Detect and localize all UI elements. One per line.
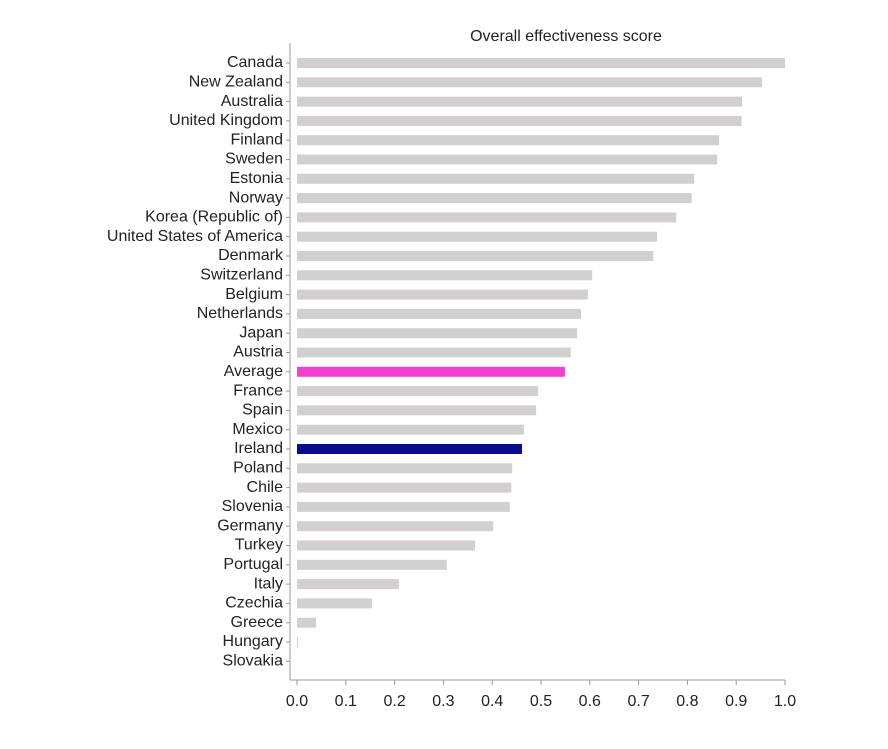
bar xyxy=(297,617,317,628)
bar xyxy=(297,135,720,146)
bar xyxy=(297,347,571,358)
x-tick-label: 0.0 xyxy=(286,693,308,710)
x-tick-label: 1.0 xyxy=(774,693,796,710)
bar xyxy=(297,115,742,126)
x-tick-label: 0.8 xyxy=(676,693,698,710)
y-tick-label: United States of America xyxy=(107,228,283,245)
y-tick-label: Spain xyxy=(242,402,283,419)
y-tick-label: Japan xyxy=(239,324,283,341)
y-tick-label: Austria xyxy=(233,344,283,361)
bar xyxy=(297,58,785,68)
bar xyxy=(297,328,578,339)
bar xyxy=(297,463,513,474)
bar xyxy=(297,540,476,551)
bar xyxy=(297,193,692,204)
bar xyxy=(297,482,512,493)
y-tick-label: Belgium xyxy=(225,286,283,303)
y-tick-label: Canada xyxy=(227,54,283,71)
bar xyxy=(297,405,537,416)
x-tick-label: 0.4 xyxy=(481,693,503,710)
y-tick-label: Mexico xyxy=(232,421,283,438)
y-tick-label: Portugal xyxy=(223,556,283,573)
y-tick-label: Chile xyxy=(247,479,284,496)
x-tick-label: 0.1 xyxy=(335,693,357,710)
y-tick-label: Italy xyxy=(254,575,283,592)
chart-title: Overall effectiveness score xyxy=(470,28,662,45)
y-tick-label: Average xyxy=(224,363,283,380)
bar xyxy=(297,444,522,454)
bar xyxy=(297,386,539,397)
bar xyxy=(297,579,399,590)
y-tick-label: Estonia xyxy=(230,170,283,187)
bar xyxy=(297,212,677,223)
x-tick-label: 0.2 xyxy=(383,693,405,710)
bar xyxy=(297,270,593,281)
bar xyxy=(297,521,494,532)
bar xyxy=(297,501,510,512)
y-tick-label: Korea (Republic of) xyxy=(145,209,283,226)
y-tick-label: France xyxy=(233,382,283,399)
bar xyxy=(297,96,743,107)
x-tick-label: 0.6 xyxy=(579,693,601,710)
bar xyxy=(297,637,298,647)
y-tick-label: Poland xyxy=(233,460,283,477)
bar xyxy=(297,289,588,300)
bar xyxy=(297,173,695,184)
y-tick-label: Hungary xyxy=(223,633,283,650)
y-tick-label: Ireland xyxy=(234,440,283,457)
y-tick-label: Sweden xyxy=(225,151,283,168)
bar xyxy=(297,154,718,165)
y-tick-label: Australia xyxy=(221,93,283,110)
bar xyxy=(297,231,658,242)
y-tick-label: Slovakia xyxy=(223,653,284,670)
bar xyxy=(297,559,447,570)
y-tick-label: Slovenia xyxy=(222,498,283,515)
y-tick-label: Germany xyxy=(217,517,283,534)
y-tick-label: Switzerland xyxy=(200,267,283,284)
bar xyxy=(297,308,582,319)
y-tick-label: Czechia xyxy=(225,595,283,612)
y-tick-label: United Kingdom xyxy=(169,112,283,129)
bar xyxy=(297,251,654,261)
x-tick-label: 0.9 xyxy=(725,693,747,710)
x-tick-label: 0.3 xyxy=(432,693,454,710)
x-tick-label: 0.7 xyxy=(627,693,649,710)
bar xyxy=(297,424,524,435)
bar xyxy=(297,366,565,377)
y-tick-label: Denmark xyxy=(218,247,284,264)
bar xyxy=(297,77,763,88)
y-tick-label: Greece xyxy=(231,614,284,631)
y-tick-label: Turkey xyxy=(235,537,283,554)
y-tick-label: Norway xyxy=(229,189,283,206)
y-tick-label: Finland xyxy=(231,131,283,148)
x-tick-label: 0.5 xyxy=(530,693,552,710)
y-tick-label: New Zealand xyxy=(189,74,283,91)
bar xyxy=(297,598,373,609)
y-tick-label: Netherlands xyxy=(197,305,283,322)
